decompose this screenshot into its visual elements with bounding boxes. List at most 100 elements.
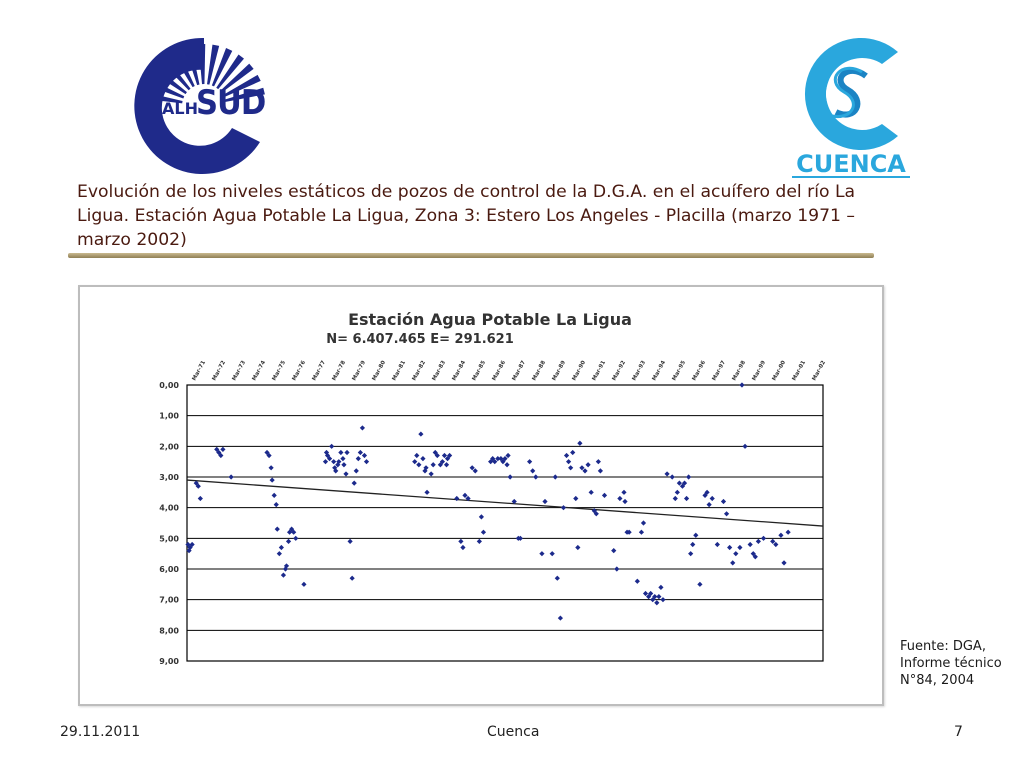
data-point [563,452,570,459]
data-point [697,581,703,587]
data-point [778,532,784,538]
trend-line [186,479,824,527]
x-tick-label: Mar-87 [511,360,527,382]
y-tick-label: 3,00 [159,473,179,482]
data-point [353,468,359,474]
x-tick-labels: Mar-71 Mar-72 Mar-73 Mar-74 Mar-75 Mar-76 Mar-… [191,360,827,382]
data-point [476,538,482,544]
logo-c-shape [804,38,898,150]
data-point [344,449,350,456]
data-point [648,590,654,597]
x-tick-label: Mar-84 [451,360,467,382]
data-point [341,462,347,468]
data-point [412,459,418,465]
title-divider [68,253,874,258]
x-tick-label: Mar-74 [251,360,267,382]
data-point [554,575,560,581]
data-point [654,600,660,606]
data-point [458,538,464,544]
data-point [437,462,443,468]
data-point [527,459,533,465]
data-point [329,443,335,449]
data-point [664,471,670,477]
data-point [750,551,756,557]
data-point [220,446,226,452]
y-tick-label: 0,00 [159,381,179,390]
data-point [660,597,666,603]
data-point [197,495,203,502]
data-point [441,452,448,459]
data-point [742,443,748,449]
data-point [460,544,466,551]
data-point [640,520,647,526]
data-point [658,584,664,590]
data-point [430,462,436,468]
data-point [500,459,506,465]
x-tick-label: Mar-93 [631,360,647,382]
data-point [755,538,761,544]
data-point [444,456,451,462]
data-point [331,459,337,465]
data-point [285,538,292,544]
data-point [351,480,357,486]
data-point [472,468,478,474]
x-tick-label: Mar-71 [191,360,207,382]
data-point [420,456,426,462]
data-point [752,554,758,560]
data-point [706,502,712,508]
cuenca-logo-icon: CUENCA [792,38,910,178]
x-tick-label: Mar-89 [551,360,567,382]
data-point [269,477,275,483]
data-point [573,495,579,502]
x-tick-label: Mar-79 [351,360,367,382]
data-point [355,456,361,462]
y-tick-label: 1,00 [159,412,179,421]
x-tick-label: Mar-98 [731,360,747,382]
x-tick-label: Mar-75 [271,360,287,382]
logo-prefix-text: ALH [162,99,198,118]
data-point [733,551,739,557]
plot-area-border [186,384,824,662]
x-tick-label: Mar-01 [791,360,807,382]
data-point [539,551,545,557]
source-line: N°84, 2004 [900,673,975,688]
x-tick-label: Mar-00 [771,360,787,382]
x-tick-label: Mar-86 [491,360,507,382]
data-point [268,465,274,471]
footer-center-text: Cuenca [487,724,540,740]
data-point [552,474,558,480]
source-note: Fuente: DGA, Informe técnico N°84, 2004 [900,638,1024,689]
data-point [760,535,767,541]
y-tick-label: 7,00 [159,596,179,605]
data-point [423,465,429,471]
y-tick-label: 2,00 [159,442,179,451]
x-tick-label: Mar-96 [691,360,707,382]
data-point [280,572,287,578]
data-point [672,495,678,502]
y-tick-label: 6,00 [159,565,179,574]
data-point [611,548,617,554]
data-point [432,449,438,456]
data-point [714,541,720,548]
data-point [686,474,692,480]
data-point [424,489,430,495]
x-tick-label: Mar-82 [411,360,427,382]
data-point [579,465,585,471]
data-point [343,471,349,477]
data-point [530,468,536,474]
data-point [566,459,572,465]
data-point [469,465,475,471]
data-point [357,449,363,456]
data-point [332,465,338,471]
data-point [577,440,583,446]
data-point [650,597,656,603]
data-point [737,544,743,551]
data-point [617,495,623,502]
data-point [434,452,440,459]
data-point [656,594,662,600]
data-point [679,483,686,489]
data-point [622,498,628,505]
logo-sun-ray [225,87,265,102]
data-point [507,474,513,480]
data-point [601,492,608,498]
